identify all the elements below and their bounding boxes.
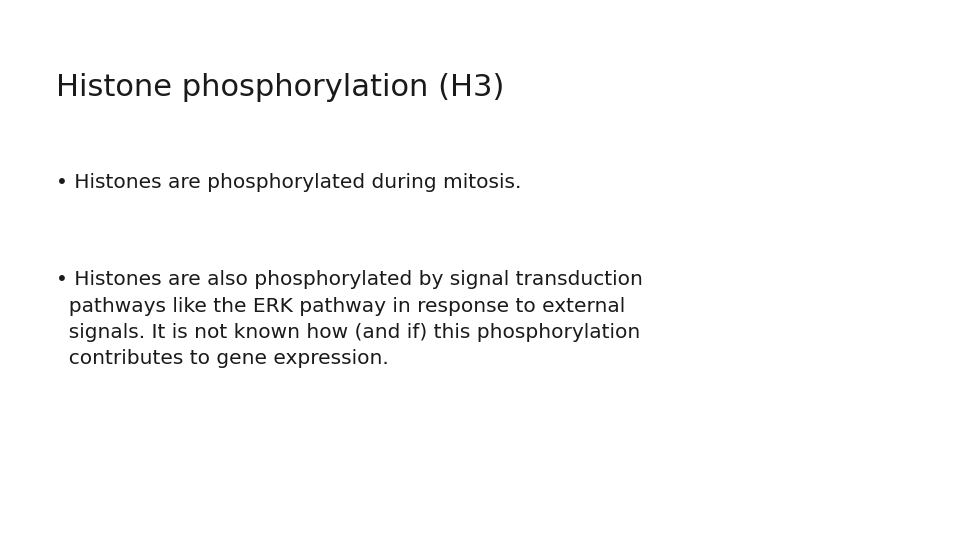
Text: • Histones are phosphorylated during mitosis.: • Histones are phosphorylated during mit… [56,173,521,192]
Text: Histone phosphorylation (H3): Histone phosphorylation (H3) [56,73,504,102]
Text: • Histones are also phosphorylated by signal transduction
  pathways like the ER: • Histones are also phosphorylated by si… [56,270,642,368]
